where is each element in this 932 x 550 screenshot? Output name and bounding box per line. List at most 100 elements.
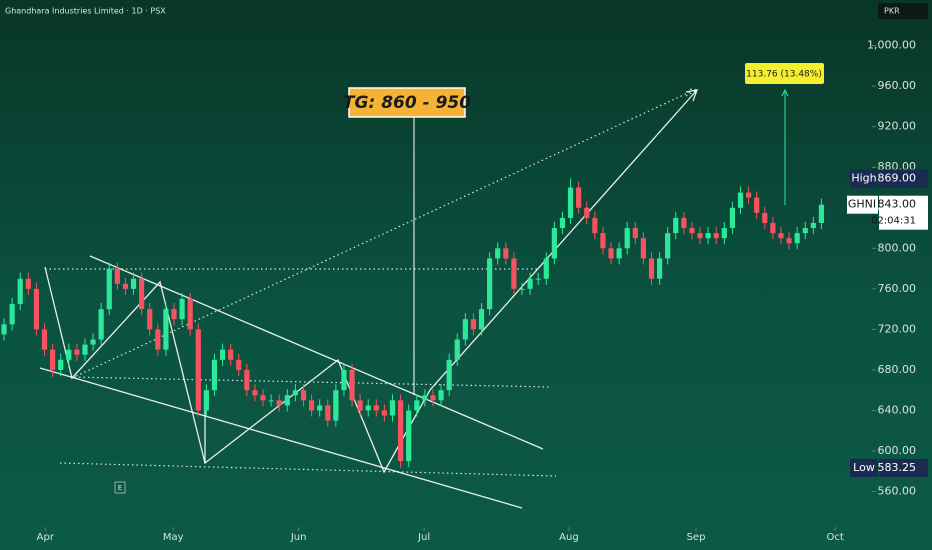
candle: [341, 363, 347, 397]
candle: [802, 221, 808, 240]
candle: [195, 323, 201, 417]
candle-body: [478, 309, 485, 330]
candle: [389, 394, 396, 422]
target-label: TG: 860 - 950: [343, 93, 471, 113]
candle-body: [665, 233, 671, 259]
candle: [754, 191, 760, 219]
candle: [567, 178, 574, 224]
candle: [600, 227, 606, 255]
measure-arrow: [781, 88, 789, 97]
candle-body: [705, 233, 711, 239]
candle: [130, 272, 137, 295]
candle-body: [349, 369, 355, 401]
candle-body: [567, 187, 574, 218]
candle: [187, 292, 193, 336]
candle-body: [422, 395, 428, 401]
candle-body: [82, 344, 88, 355]
candle: [470, 313, 477, 336]
candle-body: [600, 233, 606, 249]
candle: [648, 252, 655, 285]
candle-body: [114, 268, 120, 284]
candle: [640, 232, 646, 265]
candle-body: [66, 349, 72, 360]
dotted-line: [59, 462, 557, 477]
candle-body: [325, 405, 331, 421]
candle-body: [373, 405, 379, 411]
y-tick-label: 760.00: [878, 282, 917, 295]
candle: [252, 384, 258, 402]
candle-body: [729, 207, 736, 229]
drawings: [39, 88, 789, 509]
candle: [25, 272, 31, 295]
measure-label: 113.76 (13.48%): [746, 70, 822, 80]
x-tick-label: Jul: [417, 532, 430, 543]
candle-body: [74, 349, 80, 355]
y-tick-label: 640.00: [878, 403, 917, 416]
candle: [608, 242, 614, 265]
candle-body: [252, 390, 258, 396]
candle-body: [58, 359, 64, 370]
candle-body: [333, 390, 339, 421]
chart-title: Ghandhara Industries Limited · 1D · PSX: [5, 7, 166, 16]
candle-body: [33, 288, 40, 330]
y-tick-label: 960.00: [878, 79, 917, 92]
x-tick-label: Jun: [290, 532, 307, 543]
x-tick-label: Aug: [559, 532, 579, 543]
candle-body: [632, 228, 638, 239]
currency: PKR: [884, 7, 900, 16]
candle-body: [648, 258, 655, 279]
candle-body: [746, 192, 752, 198]
candle: [681, 211, 687, 235]
candle: [430, 389, 436, 407]
candle-body: [122, 283, 129, 289]
candle-body: [592, 217, 598, 234]
candle: [236, 353, 242, 377]
candle: [559, 211, 566, 235]
candle-body: [818, 204, 825, 223]
candle: [495, 242, 501, 265]
candle: [503, 242, 509, 265]
price-label-box: [879, 458, 928, 477]
last-price: 843.00: [878, 198, 917, 211]
candle: [268, 394, 274, 407]
candle-body: [495, 248, 501, 259]
candle: [673, 211, 679, 240]
candle: [446, 353, 452, 397]
x-tick-label: Apr: [37, 532, 55, 543]
candle-body: [713, 233, 719, 239]
candle: [737, 186, 744, 214]
plot: 560.00 600.00 640.00 680.00 720.00 760.00 800.…: [1, 39, 928, 543]
candle: [414, 394, 420, 417]
candle-body: [519, 288, 525, 290]
candle: [584, 201, 590, 224]
candle: [810, 216, 816, 235]
candle-body: [187, 298, 193, 330]
candle-body: [551, 228, 557, 259]
candle-body: [786, 238, 792, 244]
candle-body: [389, 400, 396, 416]
candle: [74, 343, 80, 361]
candle-body: [163, 309, 169, 350]
candle: [114, 262, 120, 290]
arrow-head: [685, 89, 698, 102]
countdown: 02:04:31: [871, 216, 916, 227]
candle: [292, 384, 298, 402]
candle: [632, 221, 638, 245]
event-box: [114, 481, 126, 494]
candle-body: [317, 405, 323, 411]
candle: [106, 262, 112, 316]
candle-body: [292, 390, 298, 396]
candle: [438, 384, 444, 407]
candle-body: [681, 217, 687, 229]
candle: [786, 232, 792, 250]
candle-body: [438, 390, 444, 401]
candle-body: [268, 400, 274, 402]
candle: [163, 303, 169, 356]
candle: [58, 353, 64, 377]
candle: [9, 297, 15, 331]
candle: [211, 353, 218, 397]
candle: [511, 252, 517, 295]
x-tick-label: May: [163, 532, 184, 543]
candle-body: [406, 410, 412, 462]
